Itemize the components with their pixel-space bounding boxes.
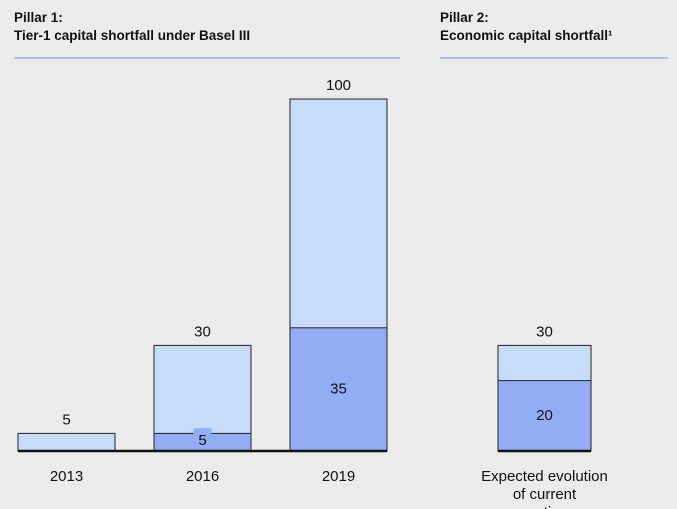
value-label: 100 <box>326 77 351 94</box>
bar <box>497 380 592 452</box>
value-label: 5 <box>62 411 70 428</box>
bar <box>17 432 116 452</box>
chart-title: Pillar 2: <box>440 10 489 25</box>
chart-subtitle: Tier-1 capital shortfall under Basel III <box>14 28 250 43</box>
chart-subtitle: Economic capital shortfall¹ <box>440 28 613 43</box>
x-tick-label: 2019 <box>322 468 355 485</box>
value-label: 20 <box>536 407 553 424</box>
chart-title: Pillar 1: <box>14 10 63 25</box>
x-tick-label: 2013 <box>50 468 83 485</box>
x-tick-label: 2016 <box>186 468 219 485</box>
label-box <box>193 428 212 453</box>
value-label: 30 <box>194 323 211 340</box>
value-label: 30 <box>536 323 553 340</box>
value-label: 5 <box>198 432 206 449</box>
value-label: 35 <box>330 380 347 397</box>
bar <box>289 327 388 452</box>
